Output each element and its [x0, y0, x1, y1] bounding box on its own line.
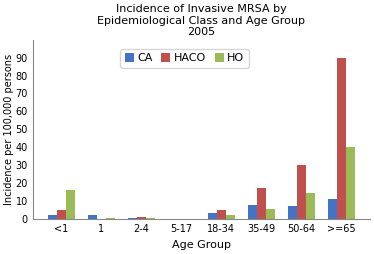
- Bar: [288, 206, 297, 219]
- Bar: [266, 209, 275, 219]
- Bar: [257, 188, 266, 219]
- Bar: [248, 205, 257, 219]
- Bar: [346, 148, 355, 219]
- Bar: [208, 213, 217, 219]
- Bar: [106, 218, 114, 219]
- X-axis label: Age Group: Age Group: [172, 240, 231, 250]
- Bar: [128, 218, 137, 219]
- Bar: [146, 218, 154, 219]
- Legend: CA, HACO, HO: CA, HACO, HO: [120, 49, 248, 68]
- Bar: [66, 190, 74, 219]
- Bar: [337, 57, 346, 219]
- Bar: [297, 165, 306, 219]
- Bar: [88, 215, 97, 219]
- Y-axis label: Incidence per 100,000 persons: Incidence per 100,000 persons: [4, 54, 14, 205]
- Bar: [177, 218, 186, 219]
- Bar: [328, 199, 337, 219]
- Bar: [226, 215, 234, 219]
- Bar: [306, 193, 315, 219]
- Bar: [48, 215, 57, 219]
- Bar: [97, 218, 106, 219]
- Bar: [137, 217, 146, 219]
- Bar: [57, 210, 66, 219]
- Bar: [217, 210, 226, 219]
- Bar: [168, 218, 177, 219]
- Title: Incidence of Invasive MRSA by
Epidemiological Class and Age Group
2005: Incidence of Invasive MRSA by Epidemiolo…: [97, 4, 305, 37]
